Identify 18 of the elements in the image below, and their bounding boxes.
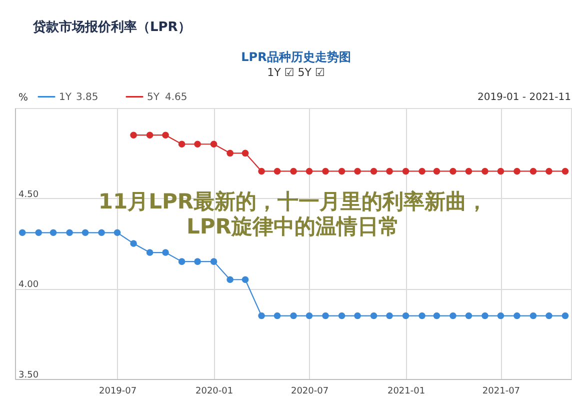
x-tick-label: 2021-01: [387, 386, 426, 396]
text: 11月LPR最新的，十一月里的利率新曲，LPR旋律中的温情日常: [98, 190, 488, 238]
text: 4.65: [165, 92, 188, 103]
x-tick-label: 2021-07: [482, 386, 520, 396]
x-tick-label: 2020-07: [290, 386, 329, 396]
y-tick-label: 4.00: [18, 280, 39, 290]
legend-label: 5Y: [147, 92, 160, 103]
x-tick-label: 2019-07: [98, 386, 137, 396]
legend-label: 1Y: [59, 92, 72, 103]
text: 贷款市场报价利率（LPR）: [32, 19, 191, 35]
text: 3.85: [76, 92, 98, 103]
x-tick-label: 2020-01: [195, 386, 234, 396]
y-tick-label: 4.50: [18, 190, 39, 200]
text: 2019-01 - 2021-11: [477, 92, 571, 103]
chart-subtitle: LPR品种历史走势图: [241, 50, 351, 64]
y-tick-label: 3.50: [18, 370, 39, 380]
text: 1Y ☑ 5Y ☑: [267, 66, 325, 79]
y-axis-title: %: [18, 92, 28, 104]
